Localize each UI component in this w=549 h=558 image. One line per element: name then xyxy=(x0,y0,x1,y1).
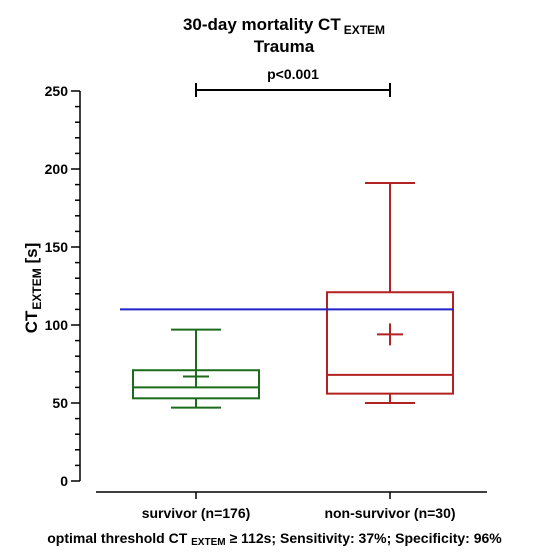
y-tick-label: 200 xyxy=(45,161,69,177)
y-tick-label: 250 xyxy=(45,83,69,99)
box-iqr xyxy=(326,291,454,395)
chart-title: 30-day mortality CT EXTEM xyxy=(183,15,385,37)
x-tick-label: survivor (n=176) xyxy=(142,505,251,521)
box-marks: p<0.001 xyxy=(120,66,454,409)
significance-label: p<0.001 xyxy=(267,66,319,82)
axes: 0 50 100 150 200 250 survivor (n=176) non-survi… xyxy=(45,83,487,521)
y-tick-label: 150 xyxy=(45,239,69,255)
y-axis-label: CTEXTEM [s] xyxy=(22,243,44,334)
chart-subtitle: Trauma xyxy=(254,37,315,56)
box-plot-chart: 30-day mortality CT EXTEM Trauma 0 50 100 15… xyxy=(22,15,487,521)
box-group xyxy=(326,182,454,404)
box-group xyxy=(132,328,260,409)
threshold-footer: optimal threshold CT EXTEM ≥ 112s; Sensi… xyxy=(47,530,502,548)
y-tick-label: 50 xyxy=(52,395,68,411)
x-tick-label: non-survivor (n=30) xyxy=(324,505,455,521)
y-tick-label: 0 xyxy=(60,473,68,489)
y-tick-label: 100 xyxy=(45,317,69,333)
